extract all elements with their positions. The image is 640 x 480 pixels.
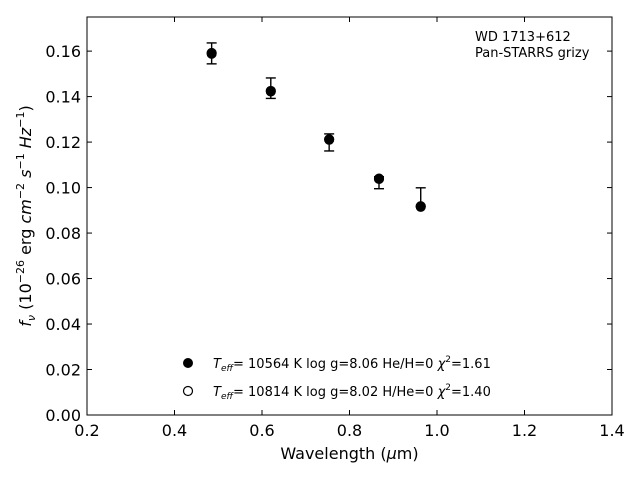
x-tick-label: 1.4 (599, 421, 624, 440)
x-axis: 0.2 0.4 0.6 0.8 1.0 1.2 1.4 (74, 17, 625, 440)
legend-label-2: Teff= 10814 K log g=8.02 H/He=0 χ2=1.40 (213, 383, 491, 402)
x-tick-label: 0.8 (337, 421, 362, 440)
annotation-line-1: WD 1713+612 (475, 30, 571, 45)
y-tick-label: 0.14 (45, 88, 81, 107)
model-point-filled (415, 201, 426, 212)
legend-marker-open (182, 385, 194, 397)
x-tick-label: 1.0 (424, 421, 449, 440)
y-tick-label: 0.12 (45, 133, 81, 152)
y-tick-label: 0.00 (45, 406, 81, 425)
x-axis-title: Wavelength (μm) (280, 444, 418, 463)
data-points (206, 47, 426, 212)
model-point-filled (206, 48, 217, 59)
plot-frame (86, 16, 613, 416)
x-tick-label: 0.6 (249, 421, 274, 440)
error-bars (206, 42, 426, 208)
model-point-filled (324, 134, 335, 145)
y-tick-label: 0.08 (45, 224, 81, 243)
model-point-filled (265, 86, 276, 97)
annotation-line-2: Pan-STARRS grizy (475, 46, 590, 61)
x-tick-label: 0.2 (74, 421, 99, 440)
y-tick-label: 0.06 (45, 270, 81, 289)
y-tick-label: 0.02 (45, 361, 81, 380)
y-axis: 0.00 0.02 0.04 0.06 0.08 0.10 0.12 0.14 0.16 (45, 42, 612, 425)
x-tick-label: 1.2 (512, 421, 537, 440)
y-axis-title: fν (10−26 erg cm−2 s−1 Hz−1) (14, 105, 38, 326)
model-point-filled (373, 173, 384, 184)
y-tick-label: 0.16 (45, 42, 81, 61)
legend-marker-filled (183, 358, 193, 368)
y-tick-label: 0.04 (45, 315, 81, 334)
legend-label-1: Teff= 10564 K log g=8.06 He/H=0 χ2=1.61 (213, 355, 491, 374)
legend: Teff= 10564 K log g=8.06 He/H=0 χ2=1.61 … (182, 355, 491, 402)
x-tick-label: 0.4 (162, 421, 187, 440)
y-tick-label: 0.10 (45, 179, 81, 198)
